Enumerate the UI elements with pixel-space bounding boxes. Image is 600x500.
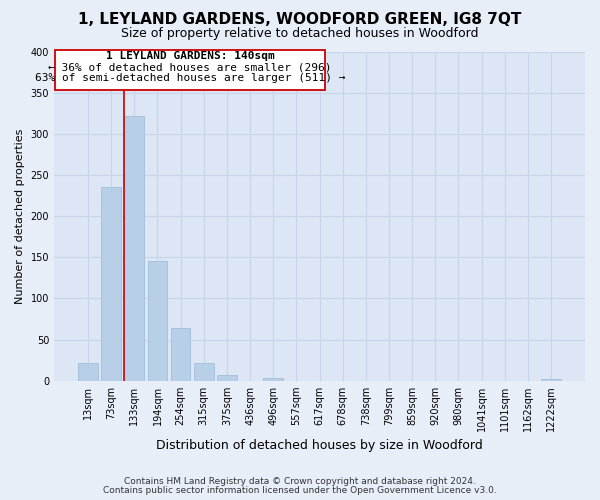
- Bar: [124, 116, 144, 380]
- X-axis label: Distribution of detached houses by size in Woodford: Distribution of detached houses by size …: [156, 440, 483, 452]
- Bar: [194, 364, 214, 380]
- Bar: [171, 328, 190, 380]
- Bar: [148, 260, 167, 380]
- Bar: [541, 379, 561, 380]
- Text: 1 LEYLAND GARDENS: 140sqm: 1 LEYLAND GARDENS: 140sqm: [106, 52, 274, 62]
- FancyBboxPatch shape: [55, 50, 325, 90]
- Bar: [101, 188, 121, 380]
- Y-axis label: Number of detached properties: Number of detached properties: [15, 128, 25, 304]
- Text: Contains HM Land Registry data © Crown copyright and database right 2024.: Contains HM Land Registry data © Crown c…: [124, 477, 476, 486]
- Bar: [78, 362, 98, 380]
- Text: 1, LEYLAND GARDENS, WOODFORD GREEN, IG8 7QT: 1, LEYLAND GARDENS, WOODFORD GREEN, IG8 …: [79, 12, 521, 28]
- Text: Size of property relative to detached houses in Woodford: Size of property relative to detached ho…: [121, 28, 479, 40]
- Text: 63% of semi-detached houses are larger (511) →: 63% of semi-detached houses are larger (…: [35, 73, 345, 83]
- Bar: [263, 378, 283, 380]
- Text: Contains public sector information licensed under the Open Government Licence v3: Contains public sector information licen…: [103, 486, 497, 495]
- Bar: [217, 375, 237, 380]
- Text: ← 36% of detached houses are smaller (296): ← 36% of detached houses are smaller (29…: [48, 62, 332, 72]
